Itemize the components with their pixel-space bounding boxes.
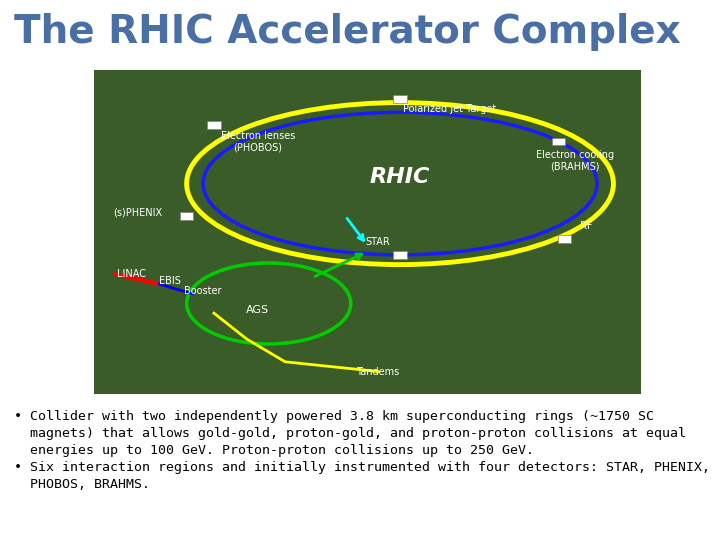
Text: The RHIC Accelerator Complex: The RHIC Accelerator Complex (14, 14, 681, 51)
Text: Electron cooling
(BRAHMS): Electron cooling (BRAHMS) (536, 150, 614, 172)
Text: • Six interaction regions and initially instrumented with four detectors: STAR, : • Six interaction regions and initially … (14, 461, 710, 491)
Bar (207, 122, 220, 129)
Text: RF: RF (580, 221, 593, 231)
Text: AGS: AGS (246, 305, 269, 315)
Text: • Collider with two independently powered 3.8 km superconducting rings (~1750 SC: • Collider with two independently powere… (14, 409, 686, 457)
Bar (393, 251, 407, 259)
Bar (552, 138, 565, 145)
Text: LINAC: LINAC (117, 269, 146, 279)
Text: RHIC: RHIC (370, 167, 431, 187)
Text: Polarized Jet Target: Polarized Jet Target (402, 104, 496, 114)
Text: Electron lenses
(PHOBOS): Electron lenses (PHOBOS) (220, 131, 295, 152)
Text: Tandems: Tandems (356, 367, 400, 376)
Text: (s)PHENIX: (s)PHENIX (113, 208, 162, 218)
Text: Booster: Booster (184, 286, 222, 295)
Text: Center for Bright Beams Symposium 2020: Center for Bright Beams Symposium 2020 (450, 516, 673, 526)
Text: EBIS: EBIS (159, 276, 181, 286)
Bar (557, 235, 571, 242)
Bar (180, 212, 193, 220)
Text: STAR: STAR (366, 237, 390, 247)
Bar (393, 96, 407, 103)
